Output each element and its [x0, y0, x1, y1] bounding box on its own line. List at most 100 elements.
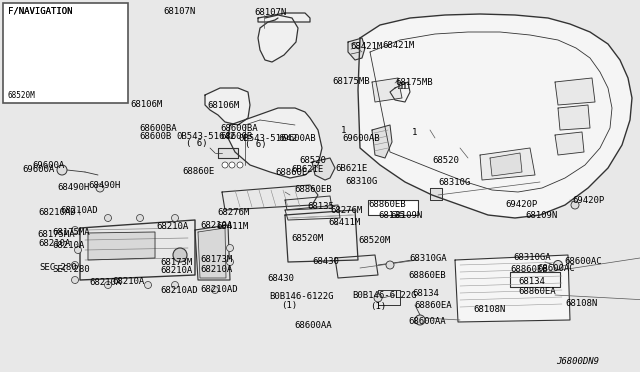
Circle shape [227, 259, 234, 266]
Text: 68600BA: 68600BA [140, 124, 177, 133]
Text: 69600AB: 69600AB [342, 134, 380, 142]
Text: 68860EB: 68860EB [510, 266, 548, 275]
Circle shape [72, 227, 79, 234]
Polygon shape [285, 196, 332, 210]
Text: 68310GA: 68310GA [513, 253, 550, 263]
Text: 68134: 68134 [413, 289, 440, 298]
Text: 68860EA: 68860EA [518, 288, 556, 296]
Text: 68411M: 68411M [328, 218, 360, 227]
Text: B0B146-6122G: B0B146-6122G [269, 292, 333, 301]
Text: 68210A: 68210A [90, 278, 122, 287]
Bar [3, 3, 128, 103]
Circle shape [72, 262, 79, 269]
Text: 68108N: 68108N [565, 299, 597, 308]
Text: 68210AD: 68210AD [200, 285, 237, 295]
Polygon shape [398, 82, 402, 88]
Text: 68520: 68520 [432, 155, 459, 164]
Text: 68860EA: 68860EA [415, 301, 452, 310]
Text: 68210A: 68210A [38, 239, 70, 248]
Text: 68210A: 68210A [200, 266, 232, 275]
Polygon shape [372, 78, 402, 102]
Polygon shape [404, 82, 408, 88]
Text: 0B543-51642: 0B543-51642 [176, 132, 235, 141]
Text: 68310GA: 68310GA [410, 254, 447, 263]
Circle shape [222, 162, 228, 168]
Text: 68210AD: 68210AD [160, 286, 198, 295]
Polygon shape [195, 225, 230, 280]
Circle shape [172, 215, 179, 221]
Text: 68600BA: 68600BA [220, 124, 258, 132]
Text: 1: 1 [341, 126, 346, 135]
Circle shape [211, 286, 218, 294]
Polygon shape [228, 108, 322, 178]
Circle shape [415, 315, 425, 325]
Text: (1): (1) [370, 301, 386, 311]
Text: 68430: 68430 [312, 257, 339, 266]
Text: F/NAVIGATION: F/NAVIGATION [8, 6, 72, 16]
Polygon shape [80, 220, 195, 280]
Text: 68600B: 68600B [220, 131, 252, 141]
Text: 68210AD: 68210AD [38, 208, 76, 217]
Text: 68108N: 68108N [474, 305, 506, 314]
Text: 6B621E: 6B621E [291, 165, 323, 174]
Text: 69600AB: 69600AB [278, 134, 316, 143]
Text: 68520M: 68520M [358, 235, 390, 244]
Circle shape [57, 165, 67, 175]
Polygon shape [312, 158, 335, 180]
Polygon shape [218, 148, 238, 158]
Polygon shape [348, 38, 365, 60]
Text: 0B543-51642: 0B543-51642 [238, 134, 297, 142]
Text: 69420P: 69420P [506, 200, 538, 209]
Circle shape [554, 260, 563, 269]
Text: 68106M: 68106M [207, 100, 239, 109]
Text: 68421M: 68421M [383, 41, 415, 50]
Text: 68135: 68135 [378, 211, 405, 219]
Circle shape [74, 247, 81, 253]
Text: 68175MB: 68175MB [395, 77, 433, 87]
Text: 68175MA: 68175MA [37, 230, 75, 239]
Text: 68210AD: 68210AD [60, 205, 98, 215]
Text: 68600AA: 68600AA [408, 317, 445, 327]
Text: 68109N: 68109N [525, 211, 557, 219]
Polygon shape [285, 210, 358, 262]
Circle shape [227, 244, 234, 251]
Text: 68421M: 68421M [350, 42, 382, 51]
Polygon shape [258, 15, 298, 62]
Text: 68600B: 68600B [140, 132, 172, 141]
Text: 68107N: 68107N [163, 7, 195, 16]
Circle shape [104, 215, 111, 221]
Polygon shape [490, 153, 522, 176]
Polygon shape [88, 232, 155, 260]
Polygon shape [198, 228, 226, 278]
Text: B0B146-6L22G: B0B146-6L22G [352, 291, 417, 299]
Text: 68860E: 68860E [275, 167, 307, 176]
Text: 68310G: 68310G [346, 177, 378, 186]
Text: 68210A: 68210A [160, 266, 192, 275]
Text: 69600A: 69600A [22, 165, 54, 174]
Polygon shape [205, 88, 250, 125]
Text: 1: 1 [412, 128, 417, 137]
Text: 68600AC: 68600AC [564, 257, 602, 266]
Polygon shape [430, 188, 442, 200]
Text: 68860EB: 68860EB [294, 185, 332, 194]
Text: 68173M: 68173M [160, 258, 192, 267]
Text: 68276M: 68276M [330, 205, 362, 215]
Polygon shape [18, 31, 83, 83]
Text: 68106M: 68106M [130, 100, 162, 109]
Text: 68520M: 68520M [8, 90, 36, 99]
Polygon shape [285, 205, 340, 220]
Circle shape [386, 261, 394, 269]
Polygon shape [455, 255, 570, 322]
Text: 68430: 68430 [268, 274, 294, 283]
Polygon shape [258, 13, 310, 22]
Text: 68135: 68135 [307, 202, 334, 211]
Text: 68276M: 68276M [218, 208, 250, 217]
Circle shape [237, 162, 243, 168]
Polygon shape [555, 78, 595, 105]
Polygon shape [20, 31, 36, 39]
Polygon shape [378, 290, 400, 305]
Polygon shape [558, 105, 590, 130]
Polygon shape [401, 82, 405, 88]
Polygon shape [555, 132, 584, 155]
Text: 68173M: 68173M [200, 256, 232, 264]
